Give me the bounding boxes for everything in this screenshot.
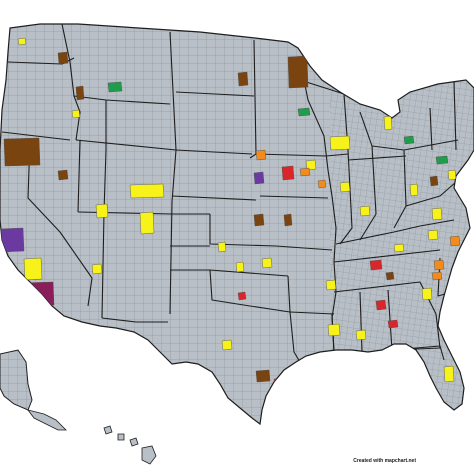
highlighted-county-yellow: [431, 207, 443, 221]
highlighted-county-yellow: [427, 229, 439, 241]
highlighted-county-red: [237, 291, 247, 301]
highlighted-county-green: [435, 155, 449, 165]
highlighted-county-yellow: [217, 241, 227, 253]
highlighted-county-yellow: [23, 257, 43, 281]
highlighted-county-yellow: [17, 37, 27, 46]
highlighted-county-brown: [255, 369, 271, 383]
highlighted-county-green: [429, 391, 439, 403]
highlighted-county-purple: [253, 171, 265, 185]
highlighted-county-yellow: [305, 159, 317, 171]
highlighted-county-yellow: [327, 323, 341, 337]
highlighted-county-red: [369, 259, 383, 271]
highlighted-county-yellow: [325, 279, 337, 291]
highlighted-county-orange: [317, 179, 327, 189]
highlighted-county-yellow: [235, 261, 245, 273]
highlighted-county-yellow: [355, 329, 367, 341]
highlighted-county-brown: [237, 71, 249, 87]
highlighted-county-brown: [57, 169, 69, 181]
highlighted-county-red: [273, 377, 285, 387]
highlighted-county-orange: [255, 149, 267, 161]
highlighted-county-red: [281, 165, 295, 181]
highlighted-county-orange: [453, 299, 465, 311]
highlighted-county-yellow: [129, 183, 165, 199]
highlighted-county-maroon: [21, 281, 55, 307]
highlighted-county-yellow: [383, 115, 393, 131]
highlighted-county-purple: [0, 227, 25, 253]
highlighted-county-yellow: [443, 365, 455, 383]
highlighted-county-yellow: [71, 109, 81, 119]
highlighted-county-orange: [299, 167, 311, 177]
hawaii-islands: [103, 425, 157, 465]
highlighted-counties: [0, 37, 465, 403]
highlighted-county-brown: [287, 55, 309, 89]
highlighted-county-yellow: [359, 205, 371, 217]
highlighted-county-yellow: [95, 203, 109, 219]
highlighted-county-green: [107, 81, 123, 93]
highlighted-county-brown: [283, 213, 293, 227]
highlighted-county-green: [403, 135, 415, 145]
highlighted-county-brown: [75, 85, 85, 101]
highlighted-county-yellow: [221, 339, 233, 351]
highlighted-county-yellow: [91, 263, 103, 275]
highlighted-county-brown: [3, 137, 41, 167]
highlighted-county-red: [375, 299, 387, 311]
highlighted-county-orange: [431, 271, 443, 281]
state-borders: [1, 24, 459, 363]
highlighted-county-blue: [409, 349, 417, 361]
highlighted-county-yellow: [409, 183, 419, 197]
highlighted-county-orange: [449, 235, 461, 247]
highlighted-county-yellow: [139, 211, 155, 235]
highlighted-county-yellow: [447, 169, 457, 181]
highlighted-county-brown: [429, 175, 439, 187]
highlighted-county-brown: [57, 51, 69, 65]
map-credit: Created with mapchart.net: [353, 458, 416, 464]
highlighted-county-yellow: [339, 181, 351, 193]
highlighted-county-red: [387, 319, 399, 329]
highlighted-county-yellow: [421, 287, 433, 301]
highlighted-county-yellow: [329, 135, 351, 151]
highlighted-county-yellow: [393, 243, 405, 253]
highlighted-county-brown: [385, 271, 395, 281]
alaska-shape: [0, 349, 67, 431]
highlighted-county-green: [297, 107, 311, 117]
highlighted-county-brown: [253, 213, 265, 227]
highlighted-county-orange: [433, 259, 445, 271]
highlighted-county-yellow: [261, 257, 273, 269]
